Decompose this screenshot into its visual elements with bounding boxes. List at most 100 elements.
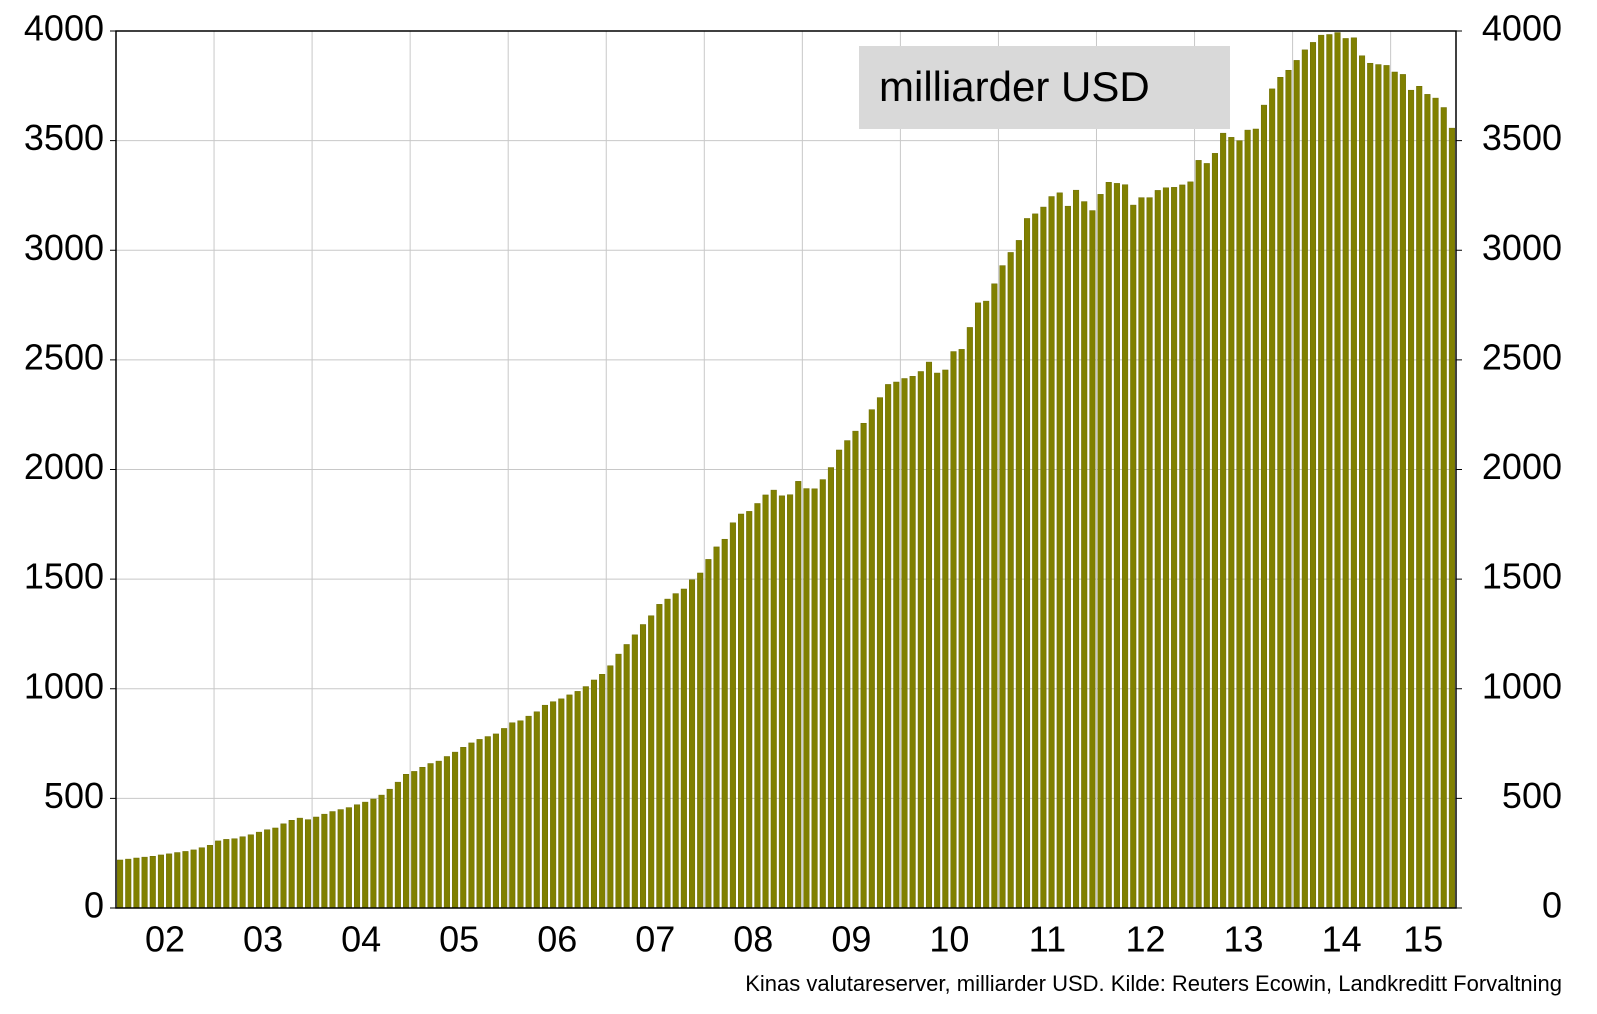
bar [901,378,908,909]
bar [403,774,410,909]
bar [1048,196,1055,909]
y-tick-label: 3000 [24,227,104,268]
y-tick-label: 2500 [24,336,104,377]
bar [762,494,769,909]
x-tick-label: 11 [1029,919,1066,960]
y-tick-label: 0 [84,885,104,926]
bar [509,722,516,909]
bar [656,604,663,909]
bar [370,798,377,909]
bar [1440,107,1447,909]
bar [1293,60,1300,909]
plot-frame [115,30,1457,909]
bar [443,756,450,909]
bar [460,747,467,909]
bar [215,840,222,909]
bar [386,788,393,909]
bar [1203,163,1210,909]
bar [778,495,785,909]
bar [174,852,181,909]
bar [746,511,753,909]
x-tick-label: 15 [1403,919,1443,960]
y2-tick-label: 2000 [1482,446,1562,487]
y2-tick-label: 3000 [1482,227,1562,268]
bar [394,781,401,909]
bar [934,372,941,909]
bar [1236,140,1243,909]
bar [304,819,312,909]
bar [484,736,491,909]
x-tick-label: 02 [145,919,185,960]
bar [1309,42,1317,909]
bar [909,376,916,909]
x-tick-label: 13 [1224,919,1264,960]
bar [1318,34,1325,909]
bar [1211,153,1218,909]
caption: Kinas valutareserver, milliarder USD. Ki… [745,971,1562,996]
bar [223,839,230,909]
bar [648,615,655,909]
bar [190,849,197,909]
bar [541,704,548,909]
bar [1269,88,1276,909]
x-tick-label: 06 [537,919,577,960]
bar [329,811,336,909]
bar [925,361,933,909]
bar [296,817,303,909]
bar [492,733,499,909]
y2-tick-label: 1000 [1482,665,1562,706]
y2-tick-label: 3500 [1482,117,1562,158]
bar [754,503,761,909]
bar [231,838,238,909]
bar [125,858,132,909]
bar [550,701,557,909]
bar [983,300,990,909]
bar [705,559,712,909]
bar [664,598,671,909]
bar [1301,49,1308,909]
bar [1040,206,1047,909]
bar [836,449,843,909]
bar [999,265,1006,909]
bar [1244,129,1251,909]
bar [1383,65,1390,909]
y2-tick-label: 4000 [1482,8,1562,49]
bar [1130,204,1137,909]
bar [1089,210,1096,909]
bar [966,327,973,909]
bar [1408,89,1415,909]
bar [452,751,459,909]
bar [313,816,320,909]
bar [860,422,867,909]
bar [689,579,696,909]
bar [1015,240,1022,909]
bar [378,794,385,909]
bar [198,847,205,909]
bar [1375,64,1382,909]
bar [582,686,589,909]
bar [991,283,998,909]
bar [1424,94,1431,909]
y-tick-label: 2000 [24,446,104,487]
bar [1432,97,1439,909]
bar [697,572,704,909]
bar [345,807,352,909]
bar [1228,137,1235,909]
bar [876,397,883,909]
bar [337,809,344,909]
bar [558,698,565,909]
bar [533,711,540,909]
bar [427,763,434,909]
bar [1448,127,1455,909]
x-tick-label: 05 [439,919,479,960]
bar [1326,34,1333,909]
y-tick-label: 500 [44,775,104,816]
bar [1195,160,1202,909]
x-tick-label: 10 [929,919,969,960]
bar [893,381,900,909]
bar [166,853,173,909]
bar [942,369,949,909]
bar [1105,182,1112,909]
bar [362,801,369,909]
